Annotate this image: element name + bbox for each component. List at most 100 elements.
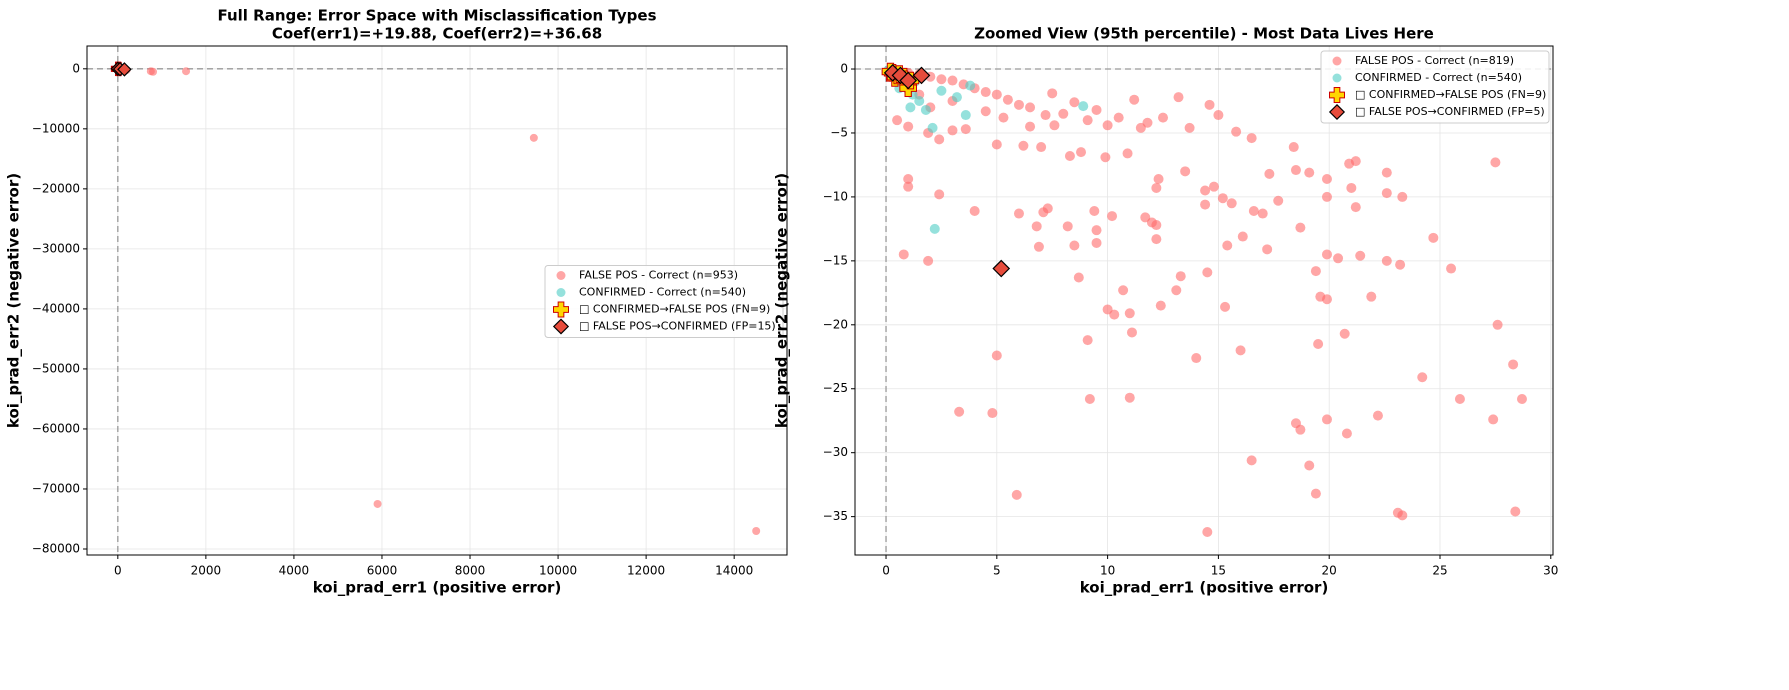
point bbox=[1064, 150, 1075, 161]
y-tick-label: −30000 bbox=[32, 241, 80, 255]
point bbox=[1151, 182, 1162, 193]
plot-area bbox=[110, 61, 761, 535]
x-tick-label: 2000 bbox=[191, 564, 222, 578]
legend-label: □ CONFIRMED→FALSE POS (FN=9) bbox=[1355, 88, 1546, 101]
y-tick-label: −80000 bbox=[32, 541, 80, 555]
point bbox=[1153, 174, 1164, 185]
legend-label: □ CONFIRMED→FALSE POS (FN=9) bbox=[579, 303, 770, 316]
x-tick-label: 5 bbox=[993, 564, 1001, 578]
point bbox=[947, 75, 958, 86]
point bbox=[936, 85, 947, 96]
y-tick-label: −35 bbox=[823, 509, 848, 523]
point bbox=[1047, 88, 1058, 99]
y-tick-label: 0 bbox=[72, 61, 80, 75]
legend-box bbox=[1320, 50, 1550, 124]
y-tick-label: −15 bbox=[823, 253, 848, 267]
point bbox=[146, 67, 155, 76]
point bbox=[903, 174, 914, 185]
legend-marker bbox=[1328, 103, 1346, 121]
point bbox=[1002, 94, 1013, 105]
point bbox=[117, 62, 132, 77]
point bbox=[954, 406, 965, 417]
point bbox=[991, 89, 1002, 100]
point bbox=[1089, 205, 1100, 216]
y-tick-label: −50000 bbox=[32, 361, 80, 375]
point bbox=[1091, 225, 1102, 236]
point bbox=[1344, 158, 1355, 169]
legend-label: CONFIRMED - Correct (n=540) bbox=[579, 286, 746, 299]
point bbox=[1262, 244, 1273, 255]
point bbox=[1078, 101, 1089, 112]
point bbox=[1237, 231, 1248, 242]
point bbox=[1428, 232, 1439, 243]
legend-label: □ FALSE POS→CONFIRMED (FP=15) bbox=[579, 320, 776, 333]
point bbox=[1397, 510, 1408, 521]
point bbox=[1454, 393, 1465, 404]
point bbox=[1246, 133, 1257, 144]
point bbox=[1321, 294, 1332, 305]
x-tick-label: 8000 bbox=[455, 564, 486, 578]
x-tick-label: 0 bbox=[114, 564, 122, 578]
x-tick-label: 25 bbox=[1432, 564, 1447, 578]
point bbox=[1126, 327, 1137, 338]
point bbox=[980, 106, 991, 117]
point bbox=[373, 499, 382, 508]
y-tick-label: −10000 bbox=[32, 121, 80, 135]
point bbox=[1049, 120, 1060, 131]
point bbox=[1321, 191, 1332, 202]
point bbox=[903, 181, 914, 192]
y-tick-label: −20 bbox=[823, 317, 848, 331]
x-axis-label: koi_prad_err1 (positive error) bbox=[1080, 579, 1329, 597]
point bbox=[1488, 414, 1499, 425]
point bbox=[1091, 237, 1102, 248]
point bbox=[1036, 142, 1047, 153]
y-axis-label: koi_prad_err2 (negative error) bbox=[773, 173, 791, 428]
y-tick-label: −30 bbox=[823, 445, 848, 459]
point bbox=[1191, 353, 1202, 364]
legend-marker bbox=[552, 318, 570, 335]
point bbox=[1173, 92, 1184, 103]
point bbox=[1321, 249, 1332, 260]
x-axis-label: koi_prad_err1 (positive error) bbox=[313, 579, 562, 597]
point bbox=[980, 87, 991, 98]
point bbox=[1313, 338, 1324, 349]
point bbox=[1107, 211, 1118, 222]
legend-marker bbox=[1329, 87, 1345, 103]
point bbox=[1042, 203, 1053, 214]
point bbox=[903, 121, 914, 132]
point bbox=[960, 124, 971, 135]
point bbox=[1248, 205, 1259, 216]
point bbox=[1304, 167, 1315, 178]
point bbox=[1290, 165, 1301, 176]
point bbox=[1213, 110, 1224, 121]
y-tick-label: −10 bbox=[823, 189, 848, 203]
y-tick-label: 0 bbox=[840, 62, 848, 76]
legend-box bbox=[544, 265, 784, 338]
x-tick-label: 4000 bbox=[279, 564, 310, 578]
point bbox=[960, 110, 971, 121]
point bbox=[1109, 309, 1120, 320]
y-axis-label: koi_prad_err2 (negative error) bbox=[5, 173, 23, 428]
plot-frame bbox=[86, 45, 788, 556]
x-tick-label: 0 bbox=[882, 564, 890, 578]
x-tick-label: 10000 bbox=[539, 564, 577, 578]
point bbox=[923, 255, 934, 266]
point bbox=[1231, 126, 1242, 137]
point bbox=[1155, 300, 1166, 311]
point bbox=[529, 133, 538, 142]
point bbox=[1295, 424, 1306, 435]
point bbox=[1208, 181, 1219, 192]
x-tick-label: 12000 bbox=[627, 564, 665, 578]
point bbox=[1321, 174, 1332, 185]
point bbox=[1184, 122, 1195, 133]
point bbox=[1018, 140, 1029, 151]
point bbox=[951, 92, 962, 103]
point bbox=[936, 74, 947, 85]
point bbox=[934, 134, 945, 145]
point bbox=[899, 71, 918, 90]
point bbox=[1100, 152, 1111, 163]
point bbox=[1102, 120, 1113, 131]
y-tick-label: −40000 bbox=[32, 301, 80, 315]
point bbox=[1011, 489, 1022, 500]
